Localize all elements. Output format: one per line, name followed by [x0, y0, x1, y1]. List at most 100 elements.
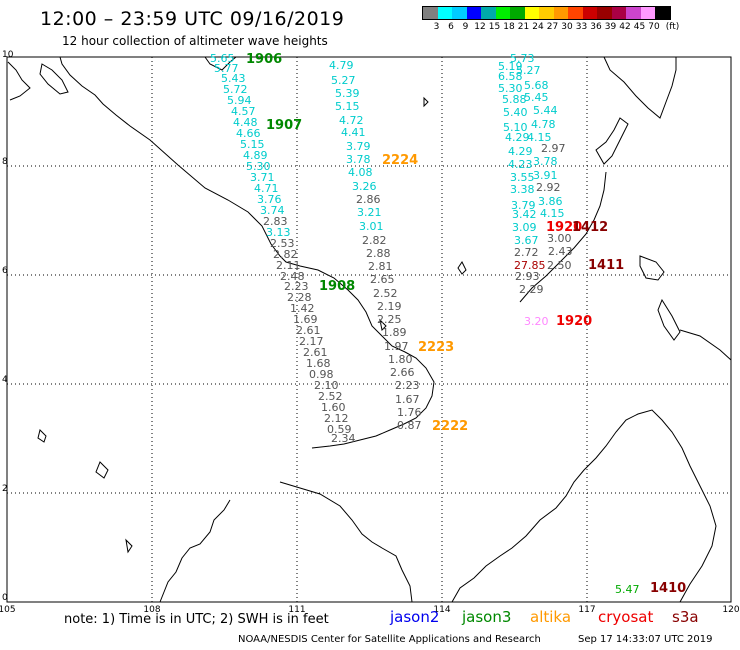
wave-height-value: 2.66	[390, 366, 415, 379]
wave-height-value: 2.88	[366, 247, 391, 260]
wave-height-value: 5.19	[498, 60, 523, 73]
wave-height-value: 4.89	[243, 149, 268, 162]
wave-height-value: 5.40	[503, 106, 528, 119]
wave-height-value: 4.29	[505, 131, 530, 144]
legend-jason3: jason3	[462, 608, 512, 626]
pass-time-label: 1920	[556, 314, 592, 329]
wave-height-value: 5.10	[503, 121, 528, 134]
lat-tick-label: 4	[2, 375, 8, 385]
wave-height-value: 1.67	[395, 393, 420, 406]
wave-height-value: 2.52	[318, 390, 343, 403]
wave-height-value: 5.39	[335, 87, 360, 100]
wave-height-value: 3.13	[266, 226, 291, 239]
lat-tick-label: 0	[2, 593, 8, 603]
wave-height-value: 5.73	[510, 52, 535, 65]
wave-height-value: 2.25	[377, 313, 402, 326]
wave-height-value: 5.30	[246, 160, 271, 173]
wave-height-value: 2.65	[370, 273, 395, 286]
coastlines	[7, 56, 732, 603]
pass-time-label: 2224	[382, 153, 418, 168]
coastline-small-2	[379, 318, 387, 332]
wave-height-labels: 5.655.775.435.725.944.574.484.665.154.89…	[210, 52, 640, 596]
wave-height-value: 5.15	[335, 100, 360, 113]
scale-swatch	[611, 7, 626, 19]
scale-swatch	[640, 7, 655, 19]
pass-time-label: 1920	[546, 220, 582, 235]
scale-label: 6	[448, 22, 454, 32]
wave-height-value: 3.01	[359, 220, 384, 233]
coastline-gulf-tonkin	[204, 56, 237, 71]
wave-height-value: 3.26	[352, 180, 377, 193]
scale-label: 24	[532, 22, 544, 32]
pass-time-label: 1411	[588, 258, 624, 273]
wave-height-value: 2.28	[287, 291, 312, 304]
wave-height-value: 2.43	[548, 245, 573, 258]
wave-height-value: 2.61	[296, 324, 321, 337]
wave-height-value: 4.71	[254, 182, 279, 195]
wave-height-value: 2.81	[368, 260, 393, 273]
wave-height-value: 2.48	[280, 270, 305, 283]
scale-label: (ft)	[665, 22, 680, 32]
coastline-sumatra	[279, 481, 413, 603]
wave-height-value: 2.93	[515, 270, 540, 283]
wave-height-value: 5.30	[498, 82, 523, 95]
scale-label: 15	[488, 22, 501, 32]
wave-height-value: 3.79	[346, 140, 371, 153]
wave-height-value: 3.21	[357, 206, 382, 219]
wave-height-value: 3.78	[533, 155, 558, 168]
scale-swatch	[481, 7, 496, 19]
wave-height-value: 0.98	[309, 368, 334, 381]
scale-swatch	[626, 7, 641, 19]
pass-time-label: 1906	[246, 52, 282, 67]
page-title: 12:00 – 23:59 UTC 09/16/2019	[40, 8, 345, 30]
wave-height-value: 5.27	[516, 64, 541, 77]
wave-height-value: 27.85	[514, 259, 546, 272]
wave-height-value: 2.34	[331, 432, 356, 445]
scale-label: 18	[503, 22, 515, 32]
scale-label: 70	[648, 22, 660, 32]
wave-height-value: 4.78	[531, 118, 556, 131]
wave-height-value: 3.00	[547, 232, 572, 245]
pass-time-label: 1412	[572, 220, 608, 235]
wave-height-value: 0.87	[397, 419, 422, 432]
wave-height-value: 3.67	[514, 234, 539, 247]
wave-height-value: 5.72	[223, 83, 248, 96]
wave-height-value: 2.23	[395, 379, 420, 392]
wave-height-value: 2.61	[303, 346, 328, 359]
wave-height-value: 5.43	[221, 72, 246, 85]
wave-height-value: 1.97	[384, 340, 409, 353]
scale-swatch	[423, 7, 438, 19]
coastline-anambas	[37, 429, 47, 443]
note-text: note: 1) Time is in UTC; 2) SWH is in fe…	[64, 612, 329, 627]
wave-height-value: 5.65	[210, 52, 235, 65]
legend-jason2: jason2	[390, 608, 440, 626]
wave-height-value: 5.15	[240, 138, 265, 151]
wave-height-value: 4.48	[233, 116, 258, 129]
wave-height-value: 4.15	[527, 131, 552, 144]
wave-height-value: 2.82	[273, 248, 298, 261]
coastline-small-3	[423, 96, 429, 108]
coastline-luzon	[603, 56, 677, 119]
wave-height-value: 3.76	[257, 193, 282, 206]
wave-height-value: 5.47	[615, 583, 640, 596]
wave-height-value: 2.86	[356, 193, 381, 206]
wave-height-value: 2.83	[263, 215, 288, 228]
pass-time-label: 1907	[266, 118, 302, 133]
coastline-indochina	[59, 56, 435, 449]
scale-swatch	[568, 7, 583, 19]
wave-height-value: 1.89	[382, 326, 407, 339]
color-scale-swatches	[422, 6, 671, 20]
coastline-small-1	[125, 538, 133, 554]
wave-height-value: 3.42	[512, 208, 537, 221]
wave-height-value: 3.78	[346, 153, 371, 166]
wave-height-value: 2.92	[536, 181, 561, 194]
coastline-panay	[639, 255, 665, 281]
pass-time-label: 1410	[650, 581, 686, 596]
coastline-malaya	[159, 499, 231, 603]
wave-height-value: 2.17	[299, 335, 324, 348]
scale-label: 42	[619, 22, 631, 32]
wave-height-value: 2.97	[541, 142, 566, 155]
coastline-spratly	[457, 261, 467, 275]
legend-cryosat: cryosat	[598, 608, 654, 626]
